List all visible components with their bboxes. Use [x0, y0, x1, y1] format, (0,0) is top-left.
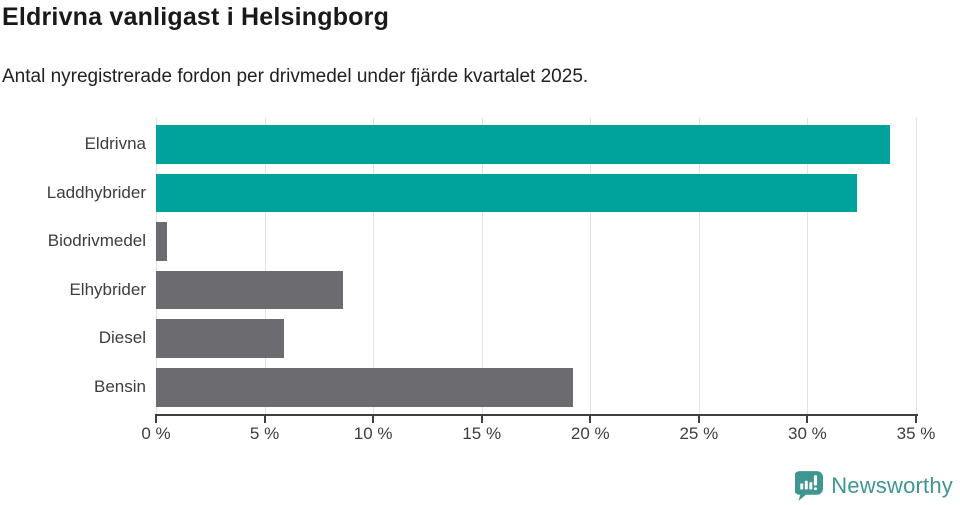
x-axis-tick-labels: 0 % 5 % 10 % 15 % 20 % 25 % 30 % 35 %: [141, 424, 935, 448]
x-axis-tick: [589, 416, 592, 423]
x-axis-tick: [480, 416, 483, 423]
x-axis-tick: [263, 416, 266, 423]
x-axis-tick: [155, 416, 157, 423]
x-axis-tick-label: 30 %: [788, 424, 827, 443]
x-axis-ticks: [155, 416, 917, 424]
gridline: [698, 118, 700, 415]
x-axis-tick: [372, 416, 375, 423]
newsworthy-logo: Newsworthy: [795, 471, 953, 501]
plot-area: [156, 118, 917, 415]
bar-diesel: [156, 319, 285, 358]
gridline: [481, 118, 483, 415]
category-label-laddhybrider: Laddhybrider: [46, 182, 146, 202]
category-label-eldrivna: Eldrivna: [84, 134, 146, 153]
x-axis-tick: [915, 416, 917, 423]
category-label-elhybrider: Elhybrider: [69, 279, 146, 299]
bar-laddhybrider: [156, 173, 858, 213]
x-axis-tick-label: 5 %: [249, 424, 280, 443]
x-axis-tick-label: 35 %: [896, 424, 936, 443]
gridline: [156, 118, 157, 415]
x-axis-tick-label: 25 %: [679, 424, 719, 443]
chart-title: Eldrivna vanligast i Helsingborg: [2, 3, 390, 31]
gridline: [373, 118, 375, 415]
y-axis-labels: Eldrivna Laddhybrider Biodrivmedel Elhybrid…: [0, 118, 146, 415]
newsworthy-chart-bubble-icon: [795, 471, 824, 501]
gridline: [916, 118, 917, 415]
newsworthy-logo-text: Newsworthy: [831, 473, 953, 498]
bar-bensin: [156, 368, 573, 407]
bar-biodrivmedel: [156, 222, 167, 261]
x-axis-tick: [697, 416, 700, 423]
gridline: [590, 118, 592, 415]
x-axis-tick-label: 10 %: [353, 424, 393, 443]
x-axis-tick-label: 0 %: [141, 424, 171, 443]
category-label-biodrivmedel: Biodrivmedel: [47, 231, 146, 251]
x-axis-tick: [806, 416, 809, 423]
x-axis-tick-label: 15 %: [462, 424, 502, 443]
category-label-diesel: Diesel: [98, 328, 146, 348]
gridline: [807, 118, 809, 415]
chart-subtitle: Antal nyregistrerade fordon per drivmede…: [2, 66, 589, 87]
x-axis-line: [155, 414, 918, 416]
category-label-bensin: Bensin: [94, 377, 146, 396]
x-axis-tick-label: 20 %: [570, 424, 610, 443]
gridline: [264, 118, 266, 415]
bar-elhybrider: [156, 270, 343, 310]
bar-eldrivna: [156, 125, 890, 164]
